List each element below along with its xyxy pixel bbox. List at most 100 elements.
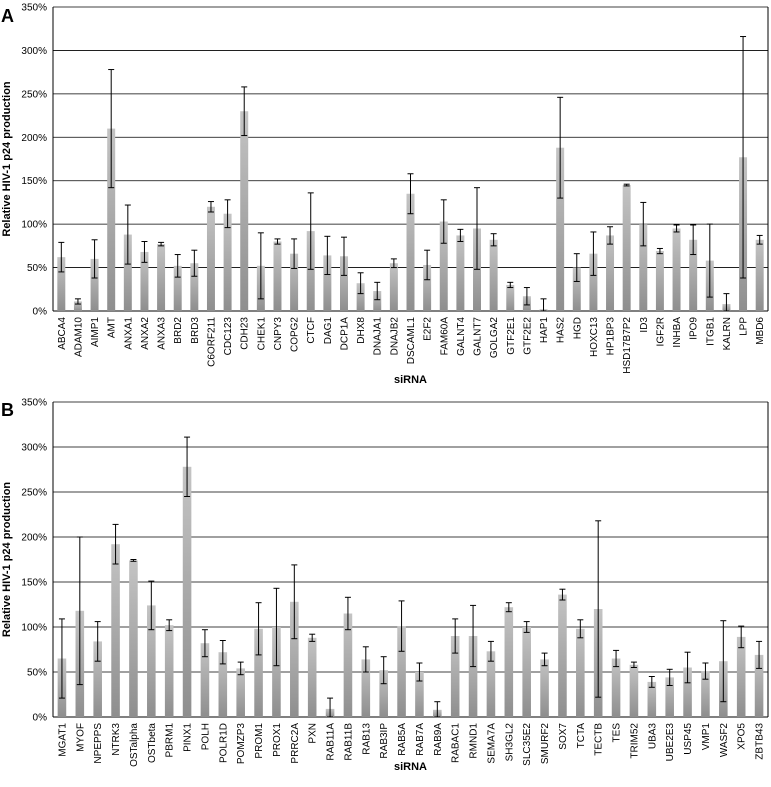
panel-letter: B — [1, 400, 14, 420]
x-tick-label: SLC35E2 — [522, 723, 533, 766]
x-tick-label: GOLGA2 — [489, 317, 500, 359]
y-tick-label: 300% — [21, 443, 47, 454]
bar — [164, 625, 174, 717]
x-tick-label: DCP1A — [339, 317, 350, 351]
bar — [356, 283, 365, 311]
x-tick-label: PINX1 — [183, 723, 194, 752]
x-tick-label: RAB3IP — [379, 723, 390, 759]
x-tick-label: GALNT7 — [473, 317, 484, 356]
y-tick-label: 300% — [21, 46, 47, 57]
x-tick-label: IPO9 — [689, 317, 700, 340]
bar — [206, 206, 215, 311]
y-tick-label: 150% — [21, 578, 47, 589]
x-tick-label: DSCAML1 — [406, 317, 417, 365]
x-tick-label: ANXA3 — [157, 317, 168, 350]
bar — [339, 256, 348, 311]
bar — [236, 668, 245, 717]
x-tick-label: AMT — [107, 317, 118, 338]
bar — [672, 228, 681, 311]
x-tick-label: HSD17B7P2 — [622, 317, 633, 374]
x-tick-label: ITGB1 — [705, 317, 716, 346]
bar — [223, 213, 232, 311]
bar — [611, 658, 621, 717]
chart-b-svg: 0% 50% 100% 150% 200% 250% 300% 350% MGAT1 MYOF NP… — [1, 398, 769, 773]
x-tick-label: POLH — [200, 723, 211, 750]
x-tick-label: TCTA — [576, 723, 587, 749]
x-tick-label: HGD — [572, 317, 583, 339]
bar — [218, 652, 228, 717]
x-tick-label: TRIM52 — [629, 723, 640, 759]
bar — [190, 263, 199, 311]
x-tick-label: ANXA1 — [123, 317, 134, 350]
bar — [147, 605, 156, 717]
bar — [589, 253, 598, 311]
bar — [689, 239, 698, 311]
bar — [173, 265, 182, 311]
x-tick-label: ANXA2 — [140, 317, 151, 350]
y-tick-label: 50% — [27, 263, 47, 274]
y-axis-title: Relative HIV-1 p24 production — [1, 81, 13, 237]
bar — [290, 253, 299, 311]
bar — [468, 636, 478, 717]
bar — [379, 670, 388, 717]
bar — [701, 671, 710, 717]
x-tick-label: INHBA — [672, 317, 683, 348]
bar — [157, 244, 166, 311]
x-tick-label: FAM60A — [439, 317, 450, 356]
bar — [306, 231, 315, 311]
y-tick-label: 150% — [21, 176, 47, 187]
x-tick-label: DHX8 — [356, 317, 367, 344]
chart-a-svg: 0% 50% 100% 150% 200% 250% 300% 350% ABCA4 ADAM10… — [1, 3, 769, 386]
bar — [273, 241, 282, 311]
x-tick-label: OSTalpha — [129, 723, 140, 767]
bar — [558, 594, 567, 717]
bar — [323, 255, 332, 311]
bar — [373, 291, 382, 311]
x-tick-label: RMND1 — [469, 723, 480, 759]
x-tick-label: RAB7A — [415, 723, 426, 756]
x-tick-label: OSTbeta — [147, 723, 158, 763]
y-tick-label: 250% — [21, 89, 47, 100]
x-tick-label: LPP — [739, 317, 750, 336]
x-tick-label: IGF2R — [655, 317, 666, 346]
y-tick-label: 350% — [21, 398, 47, 409]
bar — [486, 651, 496, 717]
y-tick-label: 250% — [21, 488, 47, 499]
x-tick-label: POMZP3 — [236, 723, 247, 765]
x-tick-label: GTF2E1 — [506, 317, 517, 355]
bar — [504, 607, 514, 717]
x-tick-label: NPEPPS — [93, 723, 104, 764]
x-tick-label: SH3GL2 — [504, 723, 515, 762]
bar — [140, 251, 149, 311]
bar — [655, 251, 664, 311]
panel-letter: A — [1, 6, 14, 26]
x-tick-label: BRD3 — [190, 317, 201, 344]
x-tick-label: UBA3 — [647, 723, 658, 750]
x-tick-label: ABCA4 — [57, 317, 68, 350]
y-tick-label: 350% — [21, 3, 47, 14]
x-tick-label: HOXC13 — [589, 317, 600, 357]
bar — [572, 267, 581, 311]
x-tick-label: GTF2E2 — [522, 317, 533, 355]
x-axis-title: siRNA — [394, 761, 427, 773]
x-tick-label: KALRN — [722, 317, 733, 350]
bar — [361, 659, 371, 717]
x-tick-label: RAB13 — [361, 723, 372, 755]
x-tick-label: E2F2 — [423, 317, 434, 341]
x-tick-label: DNAJA1 — [373, 317, 384, 356]
x-tick-label: SMURF2 — [540, 723, 551, 765]
x-tick-label: C6ORF211 — [206, 317, 217, 367]
bar — [647, 681, 657, 717]
y-tick-label: 0% — [33, 307, 48, 318]
bar — [107, 128, 116, 311]
bar — [240, 111, 249, 311]
x-tick-label: DAG1 — [323, 317, 334, 345]
bar — [182, 466, 192, 717]
x-tick-label: COPG2 — [290, 317, 301, 352]
bar — [389, 263, 398, 311]
x-tick-label: HAS2 — [556, 317, 567, 344]
bar — [439, 221, 448, 311]
bar — [397, 626, 406, 717]
x-tick-label: USP45 — [683, 723, 694, 755]
x-tick-label: NTRK3 — [111, 723, 122, 756]
